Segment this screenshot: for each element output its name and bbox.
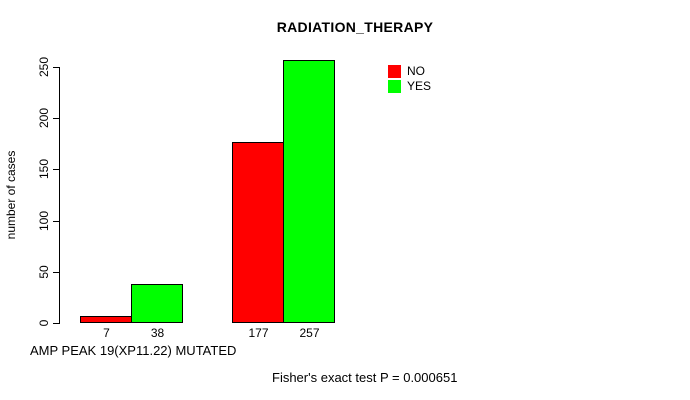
y-tick [53,272,59,273]
bar-value-label: 177 [248,326,269,340]
bar-value-label: 7 [103,326,110,340]
legend: NO YES [388,64,431,94]
y-tick-label: 0 [37,319,51,327]
legend-item-yes: YES [388,79,431,93]
y-tick-label: 200 [37,107,51,129]
bar-no-group1 [80,316,132,323]
y-tick [53,323,59,324]
legend-swatch-no-icon [388,64,401,78]
y-tick-label: 100 [37,210,51,232]
y-axis [59,67,60,324]
bar-yes-group1 [131,284,183,323]
y-tick [53,169,59,170]
y-tick [53,67,59,68]
y-tick-label: 150 [37,158,51,180]
bar-no-group2 [232,142,284,323]
bar-value-label: 38 [150,326,165,340]
bar-value-label: 257 [299,326,320,340]
y-tick [53,221,59,222]
x-axis-label: AMP PEAK 19(XP11.22) MUTATED [30,343,237,358]
chart-title: RADIATION_THERAPY [276,19,434,35]
legend-swatch-yes-icon [388,79,401,93]
fisher-test-annotation: Fisher's exact test P = 0.000651 [272,370,458,385]
y-tick-label: 50 [37,265,51,279]
y-tick-label: 250 [37,56,51,78]
legend-label-no: NO [407,64,425,78]
legend-item-no: NO [388,64,431,78]
y-axis-label: number of cases [4,150,18,240]
bar-yes-group2 [283,60,335,323]
y-tick [53,118,59,119]
legend-label-yes: YES [407,79,432,93]
